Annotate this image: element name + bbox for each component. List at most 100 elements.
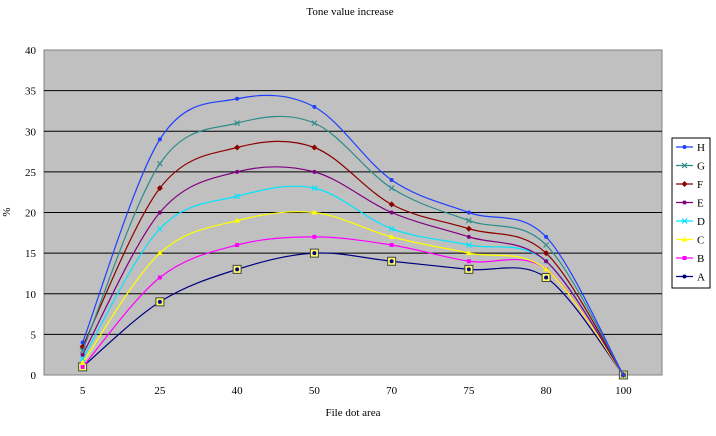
data-point bbox=[544, 259, 549, 264]
data-point-dot bbox=[389, 210, 394, 215]
data-point-cross bbox=[156, 225, 163, 232]
data-point-cross bbox=[388, 225, 395, 232]
x-tick-label: 5 bbox=[80, 385, 86, 397]
x-axis-tick-labels: 5 25 40 50 70 75 80 100 bbox=[80, 385, 632, 397]
data-point-cross bbox=[681, 162, 688, 169]
data-point-square bbox=[682, 256, 687, 260]
data-point-square bbox=[80, 364, 85, 369]
data-point bbox=[465, 217, 472, 224]
data-point bbox=[466, 234, 471, 239]
data-point-dot bbox=[157, 299, 162, 304]
series-f bbox=[79, 140, 627, 378]
x-tick-label: 50 bbox=[309, 385, 321, 397]
data-point-dot bbox=[682, 274, 687, 279]
data-point bbox=[156, 250, 163, 256]
data-point-diamond bbox=[234, 144, 241, 151]
legend-label: G bbox=[697, 161, 705, 173]
legend-item-d: D bbox=[676, 216, 705, 228]
data-point-diamond bbox=[681, 181, 688, 187]
legend-label: D bbox=[697, 216, 705, 228]
data-point bbox=[465, 250, 472, 256]
data-point bbox=[312, 234, 317, 239]
data-point bbox=[681, 218, 688, 224]
data-point bbox=[156, 225, 163, 232]
data-point-cross bbox=[465, 242, 472, 248]
data-point-diamond bbox=[465, 225, 472, 232]
grid-lines bbox=[44, 90, 662, 335]
legend-item-f: F bbox=[676, 179, 703, 191]
data-point-dot bbox=[544, 234, 549, 239]
data-point bbox=[541, 273, 551, 282]
data-point bbox=[681, 236, 688, 242]
legend-label: H bbox=[697, 142, 705, 154]
legend-item-a: A bbox=[676, 272, 705, 284]
data-point-dot bbox=[682, 145, 687, 149]
data-point-diamond bbox=[311, 144, 318, 151]
data-point bbox=[234, 120, 241, 127]
data-point-triangle bbox=[543, 266, 550, 272]
data-point-dot bbox=[621, 373, 626, 377]
legend-item-h: H bbox=[676, 142, 705, 154]
data-point-triangle bbox=[79, 359, 86, 365]
data-point-square bbox=[389, 243, 394, 247]
y-axis-tick-labels: 0 5 10 15 20 25 30 35 40 bbox=[25, 45, 37, 382]
data-point bbox=[234, 193, 241, 200]
data-point bbox=[80, 364, 85, 369]
data-point bbox=[544, 234, 549, 239]
data-point-square bbox=[157, 275, 162, 280]
data-point-dot bbox=[389, 178, 394, 182]
x-tick-label: 40 bbox=[232, 385, 244, 397]
data-point bbox=[466, 259, 471, 264]
y-tick-label: 25 bbox=[25, 167, 37, 179]
data-point bbox=[157, 275, 162, 280]
y-tick-label: 35 bbox=[25, 86, 37, 98]
x-tick-label: 70 bbox=[386, 385, 398, 397]
data-point-dot bbox=[312, 104, 317, 109]
data-point bbox=[388, 225, 395, 232]
legend-item-g: G bbox=[676, 161, 705, 173]
data-point-cross bbox=[311, 120, 318, 127]
data-point bbox=[682, 274, 687, 279]
x-tick-label: 80 bbox=[541, 385, 553, 397]
data-point bbox=[156, 160, 163, 167]
data-point bbox=[621, 373, 626, 377]
y-tick-label: 15 bbox=[25, 248, 37, 260]
data-point-square bbox=[235, 243, 240, 247]
data-point bbox=[682, 200, 687, 205]
data-point bbox=[79, 347, 86, 354]
y-tick-label: 40 bbox=[25, 45, 37, 57]
data-point bbox=[80, 340, 85, 345]
data-point-dot bbox=[682, 200, 687, 205]
data-point bbox=[388, 233, 395, 239]
data-point-cross bbox=[79, 355, 86, 362]
data-point-cross bbox=[465, 217, 472, 224]
data-point-dot bbox=[157, 137, 162, 142]
data-point bbox=[232, 264, 242, 274]
series-e bbox=[80, 166, 626, 377]
y-tick-label: 5 bbox=[31, 329, 37, 341]
data-point bbox=[464, 264, 474, 274]
data-point bbox=[465, 242, 472, 248]
data-point-cross bbox=[156, 160, 163, 167]
data-point-dot bbox=[466, 267, 471, 272]
data-point bbox=[388, 185, 395, 192]
data-point bbox=[681, 181, 688, 187]
data-point-dot bbox=[544, 259, 549, 264]
series-lines bbox=[78, 94, 628, 380]
data-point bbox=[312, 104, 317, 109]
data-point-cross bbox=[234, 120, 241, 127]
data-point bbox=[311, 209, 318, 215]
x-tick-label: 100 bbox=[615, 385, 632, 397]
y-tick-label: 10 bbox=[25, 289, 37, 301]
data-point-triangle bbox=[234, 217, 241, 223]
data-point bbox=[387, 256, 397, 266]
data-point-cross bbox=[234, 193, 241, 200]
y-tick-label: 30 bbox=[25, 126, 37, 138]
data-point bbox=[157, 137, 162, 142]
data-point bbox=[235, 243, 240, 247]
series-c bbox=[79, 209, 627, 377]
data-point bbox=[681, 162, 688, 169]
data-point bbox=[543, 266, 550, 272]
